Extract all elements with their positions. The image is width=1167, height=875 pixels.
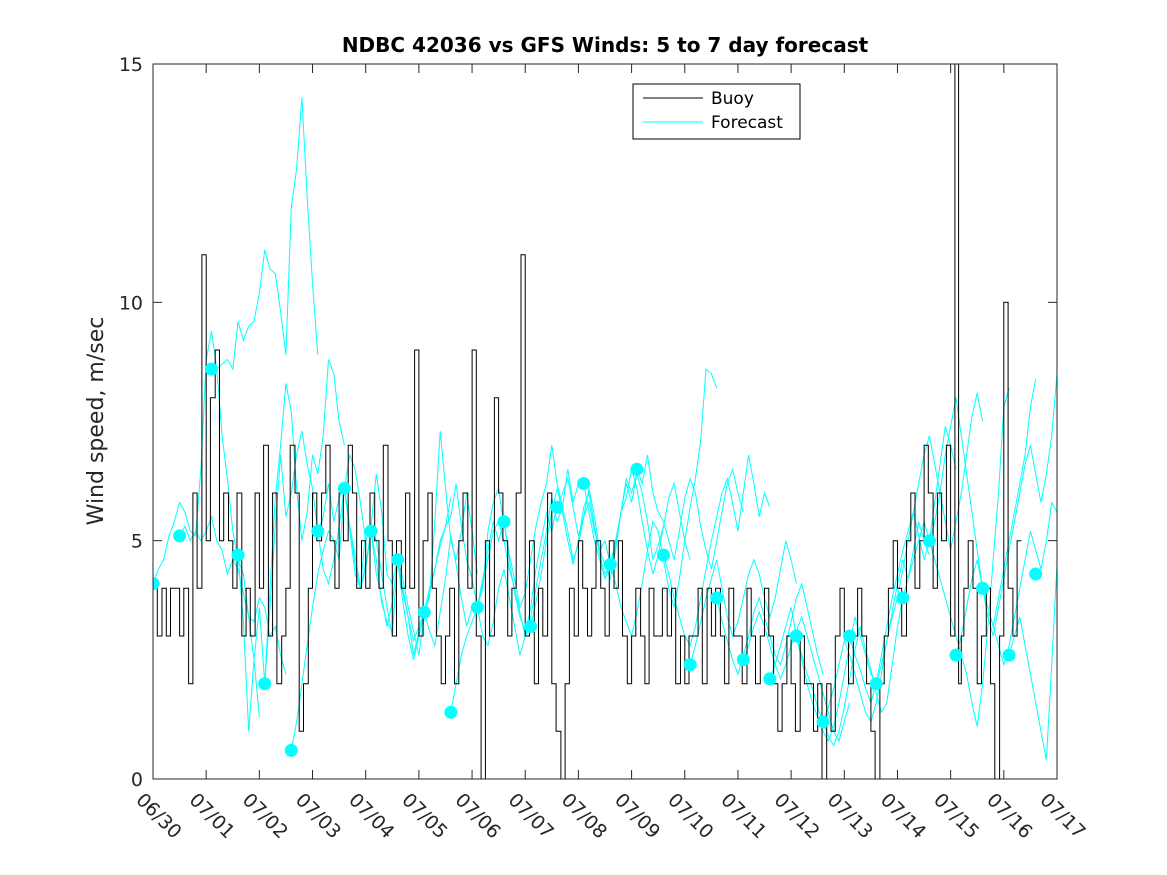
x-tick-label-8: 07/08 [557,789,611,843]
x-tick-label-9: 07/09 [610,789,664,843]
forecast-marker-6 [311,524,325,538]
forecast-marker-5 [284,743,298,757]
x-tick-label-12: 07/12 [770,789,824,843]
y-tick-label-2: 10 [119,292,143,314]
forecast-marker-25 [816,715,830,729]
forecast-marker-3 [231,548,245,562]
forecast-marker-15 [550,500,564,514]
x-tick-label-0: 06/30 [131,789,185,843]
forecast-marker-33 [1029,567,1043,581]
forecast-line-26 [849,426,957,705]
x-tick-label-2: 07/02 [238,789,292,843]
x-tick-label-3: 07/03 [291,789,345,843]
y-tick-label-3: 15 [119,54,143,76]
forecast-line-3 [237,359,345,732]
forecast-marker-1 [173,529,187,543]
forecast-line-12 [476,445,585,610]
y-axis-label: Wind speed, m/sec [84,317,109,526]
x-tick-label-16: 07/16 [982,789,1036,843]
forecast-line-27 [875,392,984,684]
legend-buoy-label: Buoy [711,89,754,109]
forecast-marker-12 [470,600,484,614]
axes-box [152,63,1058,780]
forecast-marker-22 [736,653,750,667]
forecast-marker-31 [976,581,990,595]
forecast-line-18 [636,454,744,570]
forecast-marker-20 [683,658,697,672]
forecast-marker-19 [657,548,670,562]
forecast-line-15 [556,473,664,581]
plot-area [153,64,1057,779]
forecast-marker-16 [577,477,591,490]
forecast-marker-11 [444,705,458,719]
forecast-line-13 [503,497,611,633]
forecast-marker-30 [949,648,963,662]
forecast-marker-28 [896,591,910,605]
x-tick-label-7: 07/07 [504,789,558,843]
forecast-marker-8 [364,524,378,538]
forecast-line-23 [769,607,877,743]
forecast-marker-14 [524,620,538,633]
forecast-marker-7 [337,481,351,495]
x-tick-label-13: 07/13 [823,789,877,843]
forecast-line-16 [583,469,691,581]
y-tick-label-1: 5 [131,531,143,553]
forecast-marker-4 [258,677,272,691]
x-tick-label-14: 07/14 [876,789,930,843]
x-tick-label-6: 07/06 [451,789,505,843]
y-tick-label-0: 0 [131,769,143,791]
x-tick-label-1: 07/01 [185,789,239,843]
forecast-marker-10 [417,605,431,619]
data-layer [153,64,1057,779]
x-tick-label-11: 07/11 [716,789,770,843]
forecast-marker-13 [497,515,511,529]
forecast-marker-17 [603,558,617,571]
x-tick-label-15: 07/15 [929,789,983,843]
forecast-line-19 [663,454,771,647]
forecast-line-25 [822,521,930,724]
forecast-marker-21 [710,591,724,605]
x-tick-label-4: 07/04 [344,789,398,843]
forecast-marker-26 [843,629,857,643]
x-tick-label-5: 07/05 [397,789,451,843]
forecast-marker-24 [789,629,803,643]
forecast-line-20 [689,540,797,665]
x-tick-label-17: 07/17 [1035,789,1089,843]
forecast-marker-27 [869,677,883,691]
forecast-marker-29 [922,534,936,548]
forecast-marker-9 [391,553,405,567]
legend: Buoy Forecast [632,83,801,140]
forecast-line-9 [397,483,505,660]
forecast-line-28 [902,387,1010,727]
forecast-marker-0 [153,577,160,591]
forecast-line-24 [795,597,904,747]
forecast-line-31 [982,500,1057,667]
chart-title: NDBC 42036 vs GFS Winds: 5 to 7 day fore… [342,33,869,57]
forecast-marker-2 [205,362,218,376]
legend-box [632,83,801,140]
forecast-marker-23 [763,672,777,686]
x-tick-label-10: 07/10 [663,789,717,843]
legend-forecast-label: Forecast [711,113,783,133]
forecast-marker-18 [630,462,644,476]
forecast-marker-32 [1002,648,1016,662]
forecast-line-2 [211,97,319,371]
